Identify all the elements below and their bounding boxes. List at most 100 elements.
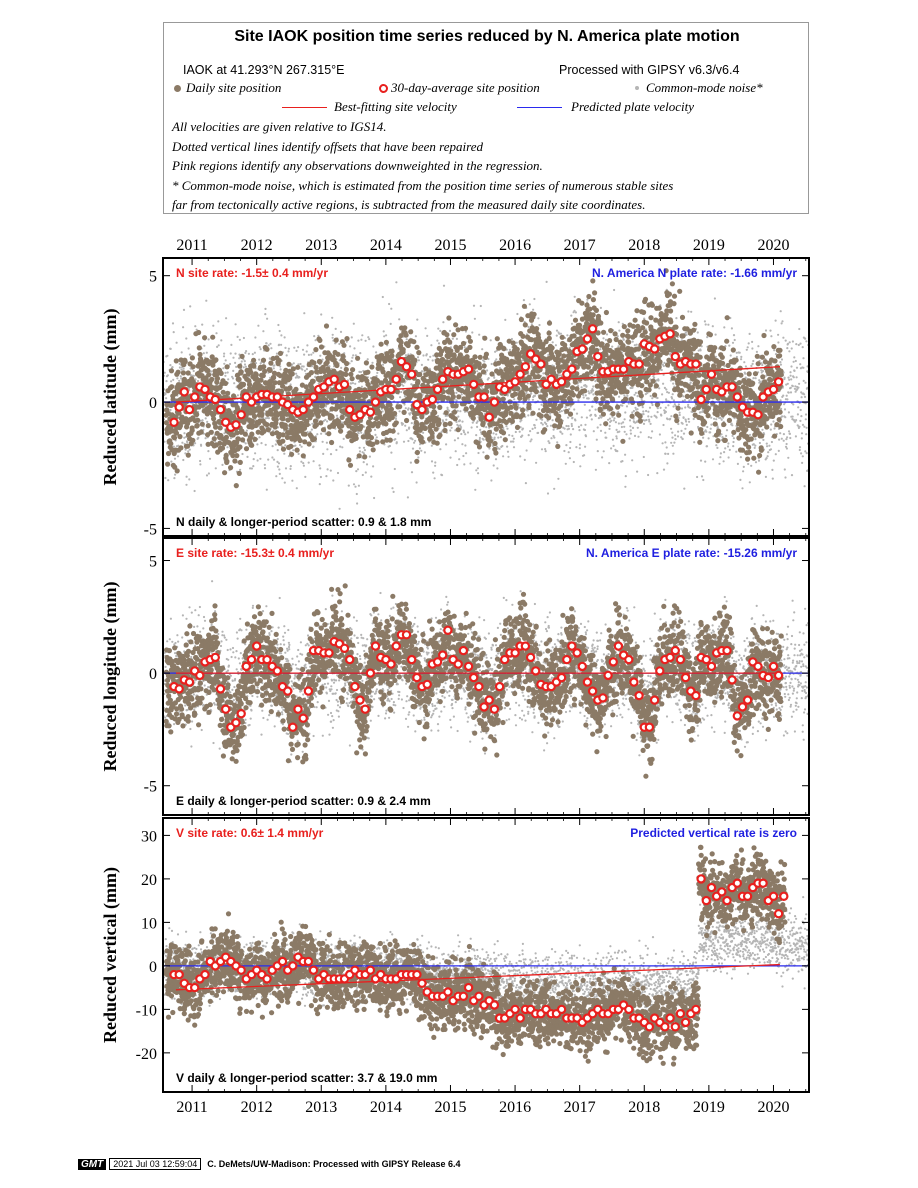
- common-mode-point: [236, 394, 239, 397]
- common-mode-point: [570, 424, 574, 428]
- common-mode-point: [805, 452, 808, 455]
- common-mode-point: [666, 418, 669, 421]
- common-mode-point: [774, 319, 777, 322]
- common-mode-point: [655, 416, 658, 419]
- common-mode-point: [358, 450, 362, 453]
- common-mode-point: [800, 452, 803, 455]
- common-mode-point: [703, 320, 707, 323]
- common-mode-point: [245, 350, 248, 353]
- common-mode-point: [187, 450, 190, 453]
- common-mode-point: [197, 436, 200, 439]
- common-mode-point: [530, 392, 533, 395]
- common-mode-point: [451, 337, 454, 340]
- common-mode-point: [430, 344, 433, 347]
- common-mode-point: [238, 357, 241, 360]
- daily-position-point: [294, 419, 300, 425]
- daily-position-point: [320, 427, 327, 433]
- common-mode-point: [411, 438, 414, 441]
- common-mode-point: [602, 450, 605, 453]
- common-mode-point: [786, 347, 789, 350]
- daily-position-point: [218, 432, 224, 439]
- common-mode-point: [672, 452, 675, 455]
- common-mode-point: [794, 435, 798, 438]
- common-mode-point: [628, 437, 631, 440]
- common-mode-point: [629, 432, 633, 435]
- daily-position-point: [330, 423, 337, 429]
- common-mode-point: [663, 386, 667, 389]
- common-mode-point: [642, 410, 645, 413]
- common-mode-point: [783, 468, 786, 471]
- common-mode-point: [416, 318, 419, 321]
- common-mode-point: [569, 405, 572, 408]
- common-mode-point: [489, 339, 492, 342]
- daily-position-point: [213, 357, 219, 363]
- common-mode-point: [571, 416, 574, 419]
- common-mode-point: [798, 425, 801, 428]
- common-mode-point: [243, 363, 247, 366]
- common-mode-point: [331, 336, 334, 339]
- common-mode-point: [448, 409, 451, 412]
- average-position-legend-label: 30-day-average site position: [391, 80, 540, 96]
- common-mode-point: [782, 394, 785, 397]
- common-mode-point: [751, 362, 754, 365]
- common-mode-point: [528, 303, 531, 306]
- common-mode-point: [664, 406, 667, 409]
- daily-position-point: [269, 431, 276, 437]
- common-mode-point: [624, 453, 627, 456]
- daily-position-point: [202, 335, 208, 341]
- common-mode-point: [274, 443, 277, 446]
- common-mode-point: [372, 465, 375, 468]
- common-mode-point: [557, 477, 560, 480]
- common-mode-point: [223, 352, 226, 355]
- common-mode-point: [722, 460, 725, 463]
- common-mode-point: [527, 434, 530, 437]
- common-mode-point: [568, 346, 571, 349]
- common-mode-point: [648, 420, 651, 423]
- common-mode-point: [368, 338, 371, 341]
- common-mode-point: [789, 386, 792, 389]
- common-mode-point: [313, 335, 316, 338]
- common-mode-point: [495, 433, 498, 436]
- common-mode-point: [535, 461, 538, 464]
- common-mode-point: [220, 339, 223, 342]
- common-mode-point: [684, 406, 687, 409]
- common-mode-point: [459, 410, 462, 413]
- common-mode-point: [596, 426, 599, 429]
- daily-position-point: [380, 439, 386, 445]
- common-mode-point: [531, 364, 534, 367]
- common-mode-point: [804, 402, 807, 405]
- common-mode-point: [475, 469, 478, 472]
- common-mode-point: [546, 425, 549, 428]
- common-mode-point: [667, 452, 670, 455]
- common-mode-point: [372, 345, 375, 348]
- common-mode-point: [410, 422, 413, 425]
- common-mode-point: [540, 403, 543, 406]
- daily-position-point: [248, 369, 254, 375]
- common-mode-point: [474, 488, 477, 491]
- daily-position-point: [317, 337, 323, 343]
- common-mode-point: [702, 478, 705, 482]
- common-mode-point: [670, 441, 673, 444]
- common-mode-point: [693, 441, 696, 444]
- common-mode-point: [745, 348, 748, 351]
- common-mode-point: [747, 342, 750, 345]
- common-mode-point: [615, 437, 618, 440]
- daily-position-point: [309, 412, 315, 418]
- common-mode-point: [761, 370, 765, 373]
- common-mode-point: [802, 366, 805, 369]
- common-mode-point: [175, 341, 178, 344]
- common-mode-point: [403, 395, 406, 398]
- common-mode-point: [674, 374, 677, 377]
- common-mode-point: [554, 344, 558, 347]
- common-mode-point: [783, 403, 786, 406]
- common-mode-point: [799, 408, 802, 412]
- common-mode-point: [564, 406, 567, 409]
- daily-position-point: [303, 384, 309, 390]
- common-mode-point: [278, 329, 281, 333]
- daily-position-point: [374, 439, 380, 445]
- daily-position-point: [235, 436, 241, 442]
- common-mode-point: [521, 427, 525, 430]
- common-mode-point: [798, 448, 801, 452]
- common-mode-point: [533, 424, 536, 427]
- common-mode-point: [183, 436, 186, 439]
